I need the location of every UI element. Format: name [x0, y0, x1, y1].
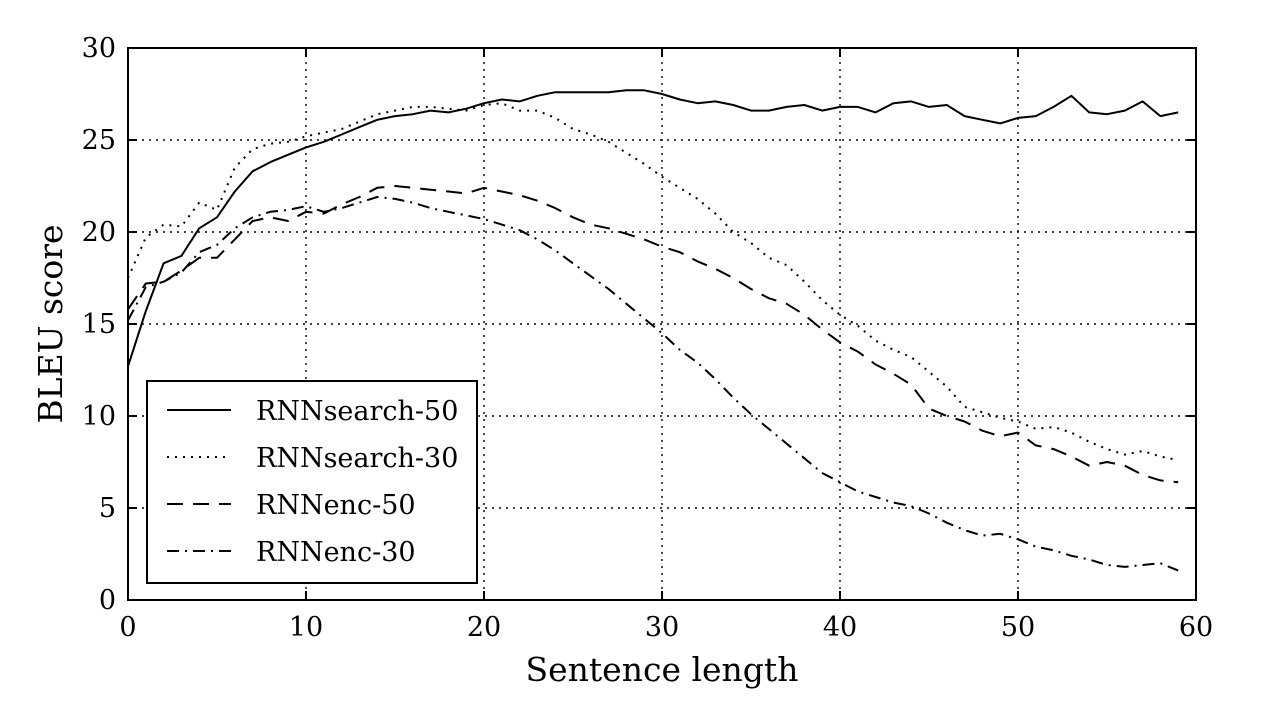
y-tick-label-10: 10: [82, 401, 116, 432]
legend-label-rnnenc-50: RNNenc-50: [256, 490, 416, 521]
legend-label-rnnenc-30: RNNenc-30: [256, 537, 416, 568]
axis-ticks: [127, 47, 1197, 601]
x-tick-label-10: 10: [289, 612, 323, 643]
x-tick-label-0: 0: [119, 612, 136, 643]
series-line-rnnsearch-30: [127, 102, 1179, 462]
legend-box: [146, 380, 478, 584]
y-tick-label-15: 15: [82, 309, 116, 340]
y-tick-label-0: 0: [99, 585, 116, 616]
series-lines: [127, 89, 1179, 572]
legend: RNNsearch-50 RNNsearch-30 RNNenc-50 RNNe…: [146, 380, 478, 584]
y-axis-label: BLEU score: [31, 224, 70, 423]
x-tick-label-60: 60: [1179, 612, 1213, 643]
x-axis-label: Sentence length: [526, 650, 799, 689]
y-tick-label-30: 30: [82, 33, 116, 64]
x-tick-label-50: 50: [1001, 612, 1035, 643]
x-tick-label-40: 40: [823, 612, 857, 643]
series-line-rnnenc-50: [127, 185, 1179, 484]
y-tick-label-25: 25: [82, 125, 116, 156]
y-tick-label-5: 5: [99, 493, 116, 524]
y-tick-label-20: 20: [82, 217, 116, 248]
axis-tick-labels: 0 10 20 30 40 50 60 0 5 10 15 20 25 30: [82, 33, 1214, 643]
series-line-rnnsearch-50: [127, 89, 1179, 367]
legend-label-rnnsearch-30: RNNsearch-30: [256, 443, 458, 474]
series-line-rnnenc-30: [127, 196, 1179, 572]
grid-lines: [128, 48, 1196, 600]
x-tick-label-30: 30: [645, 612, 679, 643]
x-tick-label-20: 20: [467, 612, 501, 643]
legend-label-rnnsearch-50: RNNsearch-50: [256, 396, 458, 427]
